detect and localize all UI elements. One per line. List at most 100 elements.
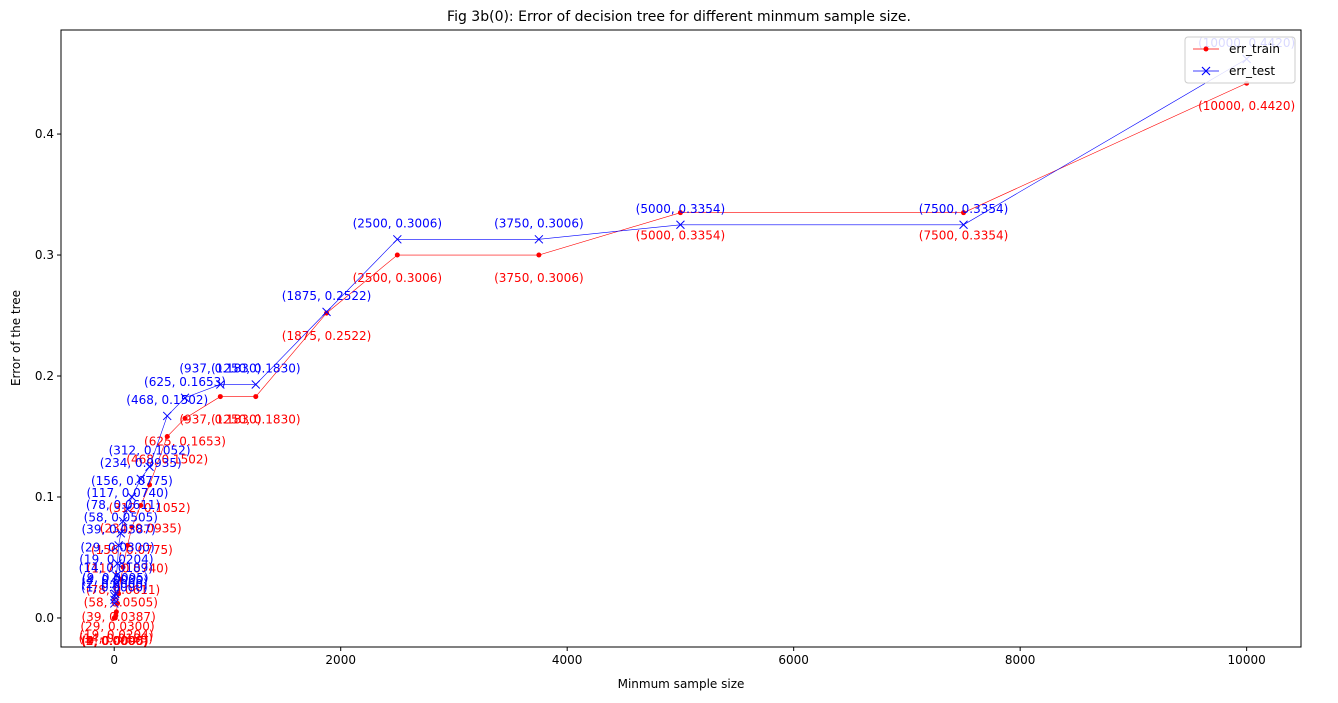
legend-label-err-train: err_train (1229, 42, 1280, 56)
data-label-err-train: (29, 0.0300) (80, 619, 154, 633)
data-point-err-train (120, 564, 126, 570)
data-label-err-test: (9, 0.0095) (82, 571, 149, 585)
data-point-err-test (110, 589, 120, 599)
data-point-err-test (145, 462, 154, 472)
x-axis-label: Minmum sample size (618, 677, 745, 691)
data-label-err-test: (156, 0.0775) (91, 474, 173, 488)
data-point-err-train (394, 252, 400, 258)
x-tick-label: 6000 (778, 653, 809, 667)
data-point-err-test (162, 411, 172, 421)
data-label-err-test: (937, 0.1830) (179, 361, 261, 375)
data-label-err-train: (2500, 0.3006) (353, 271, 443, 285)
data-point-err-test (180, 393, 190, 403)
data-label-err-test: (1250, 0.1830) (211, 361, 301, 375)
data-label-err-train: (1250, 0.1830) (211, 413, 301, 427)
x-tick-label: 8000 (1005, 653, 1036, 667)
data-point-err-train (536, 252, 542, 258)
data-label-err-test: (39, 0.0387) (82, 522, 156, 536)
data-point-err-test (322, 307, 331, 317)
data-label-err-test: (1875, 0.2522) (282, 289, 372, 303)
data-point-err-test (116, 528, 126, 538)
x-tick-label: 10000 (1228, 653, 1266, 667)
x-tick-label: 0 (110, 653, 118, 667)
data-point-err-train (677, 210, 683, 216)
data-point-err-test (123, 504, 132, 514)
data-label-err-train: (58, 0.0505) (84, 595, 158, 609)
data-label-err-train: (10000, 0.4420) (1198, 99, 1295, 113)
legend-marker-err-train (1203, 46, 1209, 52)
data-label-err-train: (4, 0.0000) (81, 634, 148, 648)
data-label-err-test: (5000, 0.3354) (636, 202, 726, 216)
x-tick-label: 2000 (325, 653, 356, 667)
data-label-err-test: (312, 0.1052) (109, 444, 191, 458)
data-label-err-test: (1, 0.0000) (81, 580, 148, 594)
data-point-err-train (961, 210, 967, 216)
data-label-err-train: (625, 0.1653) (144, 434, 226, 448)
data-label-err-test: (14, 0.0189) (79, 561, 153, 575)
data-label-err-train: (117, 0.0740) (87, 561, 169, 575)
legend: err_train err_test (1184, 36, 1296, 84)
data-point-err-train (124, 542, 130, 548)
data-point-err-test (109, 599, 119, 608)
y-tick-label: 0.4 (35, 127, 54, 141)
y-tick-label: 0.0 (35, 611, 54, 625)
series-line-err-test (114, 58, 1247, 604)
data-label-err-train: (5000, 0.3354) (636, 229, 726, 243)
data-label-err-train: (39, 0.0387) (82, 610, 156, 624)
data-label-err-test: (234, 0.0935) (100, 456, 182, 470)
y-axis-label: Error of the tree (9, 290, 23, 386)
data-point-err-train (182, 415, 188, 421)
data-label-err-test: (4, 0.0000) (81, 573, 148, 587)
data-label-err-test: (117, 0.0740) (87, 486, 169, 500)
data-label-err-train: (9, 0.0095) (82, 634, 149, 648)
data-label-err-test: (29, 0.0300) (80, 541, 154, 555)
data-point-err-test (112, 571, 121, 580)
data-point-err-test (136, 474, 146, 484)
legend-box (1184, 36, 1296, 84)
plot-frame (60, 29, 1302, 648)
data-label-err-train: (1, 0.0000) (81, 634, 148, 648)
y-tick-label: 0.1 (35, 490, 54, 504)
chart-title: Fig 3b(0): Error of decision tree for di… (447, 9, 911, 25)
data-label-err-test: (78, 0.0611) (86, 498, 160, 512)
data-label-err-test: (58, 0.0505) (84, 510, 158, 524)
data-label-err-train: (19, 0.0204) (79, 628, 153, 642)
data-label-err-test: (3750, 0.3006) (494, 216, 584, 230)
data-label-err-train: (78, 0.0611) (86, 583, 160, 597)
data-label-err-train: (7500, 0.3354) (919, 229, 1009, 243)
plot-marks: (1, 0.0000)(2, 0.0000)(4, 0.0000)(9, 0.0… (79, 36, 1296, 648)
data-point-err-train (253, 394, 259, 400)
data-point-err-train (113, 609, 119, 615)
data-label-err-train: (14, 0.0189) (79, 632, 153, 646)
data-point-err-test (111, 579, 121, 589)
legend-label-err-test: err_test (1229, 64, 1275, 78)
data-point-err-train (217, 394, 223, 400)
x-tick-label: 4000 (552, 653, 583, 667)
data-point-err-test (127, 492, 137, 502)
data-point-err-test (118, 516, 128, 526)
data-point-err-test (392, 234, 402, 244)
data-point-err-train (147, 482, 153, 488)
data-label-err-test: (19, 0.0204) (79, 553, 153, 567)
data-point-err-train (324, 310, 330, 316)
data-point-err-test (676, 220, 685, 230)
x-axis: 0 2000 4000 6000 8000 10000 (110, 647, 1266, 667)
data-label-err-test: (2500, 0.3006) (353, 216, 443, 230)
data-point-err-test (114, 541, 123, 550)
data-label-err-train: (234, 0.0935) (100, 521, 182, 535)
data-point-err-train (138, 502, 144, 508)
y-tick-label: 0.3 (35, 248, 54, 262)
data-label-err-test: (2, 0.0000) (81, 577, 148, 591)
data-label-err-train: (156, 0.0775) (91, 543, 173, 557)
y-axis: 0.0 0.1 0.2 0.3 0.4 (35, 127, 61, 625)
data-point-err-train (116, 591, 122, 597)
data-label-err-train: (468, 0.1502) (126, 452, 208, 466)
series-err-test: (1, 0.0000)(2, 0.0000)(4, 0.0000)(9, 0.0… (79, 36, 1295, 608)
data-point-err-train (129, 524, 135, 530)
data-point-err-test (113, 559, 122, 568)
data-label-err-train: (1875, 0.2522) (282, 329, 372, 343)
data-point-err-test (534, 234, 544, 244)
series-err-train: (1, 0.0000)(2, 0.0000)(4, 0.0000)(9, 0.0… (79, 80, 1295, 648)
